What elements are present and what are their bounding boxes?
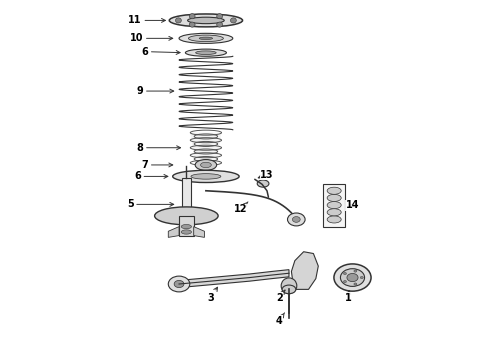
Text: 13: 13: [258, 170, 274, 180]
Ellipse shape: [191, 174, 221, 179]
Ellipse shape: [341, 269, 365, 287]
Ellipse shape: [334, 264, 371, 291]
Text: 11: 11: [128, 15, 166, 26]
Ellipse shape: [293, 217, 300, 222]
Ellipse shape: [174, 280, 184, 288]
Text: 14: 14: [346, 200, 359, 210]
Text: 4: 4: [276, 313, 285, 325]
Bar: [179, 216, 194, 235]
Ellipse shape: [257, 180, 269, 187]
Ellipse shape: [189, 22, 195, 27]
Ellipse shape: [189, 14, 195, 19]
Ellipse shape: [327, 202, 341, 209]
Ellipse shape: [185, 49, 226, 56]
Ellipse shape: [172, 170, 239, 183]
Ellipse shape: [168, 276, 190, 292]
Polygon shape: [179, 270, 289, 288]
Ellipse shape: [347, 274, 358, 282]
Ellipse shape: [343, 273, 346, 275]
Ellipse shape: [189, 35, 223, 42]
Text: 5: 5: [127, 199, 173, 210]
Ellipse shape: [354, 283, 357, 285]
Ellipse shape: [196, 51, 216, 54]
Ellipse shape: [181, 230, 192, 234]
Ellipse shape: [288, 213, 305, 226]
Ellipse shape: [354, 270, 357, 272]
Ellipse shape: [282, 285, 296, 294]
Ellipse shape: [200, 162, 211, 168]
Polygon shape: [194, 226, 204, 237]
Ellipse shape: [217, 22, 222, 27]
Text: 6: 6: [134, 171, 168, 181]
Ellipse shape: [179, 33, 233, 43]
Ellipse shape: [343, 280, 346, 283]
Text: 6: 6: [142, 46, 180, 57]
Ellipse shape: [327, 216, 341, 223]
Text: 10: 10: [130, 33, 173, 43]
Text: 2: 2: [276, 290, 285, 303]
Text: 12: 12: [234, 202, 248, 215]
Text: 7: 7: [142, 160, 173, 170]
Ellipse shape: [360, 276, 363, 279]
Text: 8: 8: [137, 143, 180, 153]
Text: 9: 9: [137, 86, 174, 96]
Ellipse shape: [217, 14, 222, 19]
Polygon shape: [168, 226, 179, 237]
Ellipse shape: [327, 209, 341, 216]
Ellipse shape: [155, 207, 218, 225]
Bar: [182, 178, 191, 216]
Text: 1: 1: [345, 291, 352, 303]
Text: 3: 3: [207, 287, 218, 303]
Ellipse shape: [281, 278, 297, 294]
Ellipse shape: [327, 187, 341, 194]
Bar: [323, 184, 345, 226]
Ellipse shape: [327, 194, 341, 202]
Ellipse shape: [199, 37, 213, 40]
Ellipse shape: [175, 18, 181, 23]
Polygon shape: [190, 133, 221, 163]
Ellipse shape: [195, 159, 217, 170]
Polygon shape: [292, 252, 319, 289]
Ellipse shape: [181, 225, 192, 229]
Ellipse shape: [169, 14, 243, 27]
Ellipse shape: [188, 17, 224, 24]
Ellipse shape: [230, 18, 236, 23]
